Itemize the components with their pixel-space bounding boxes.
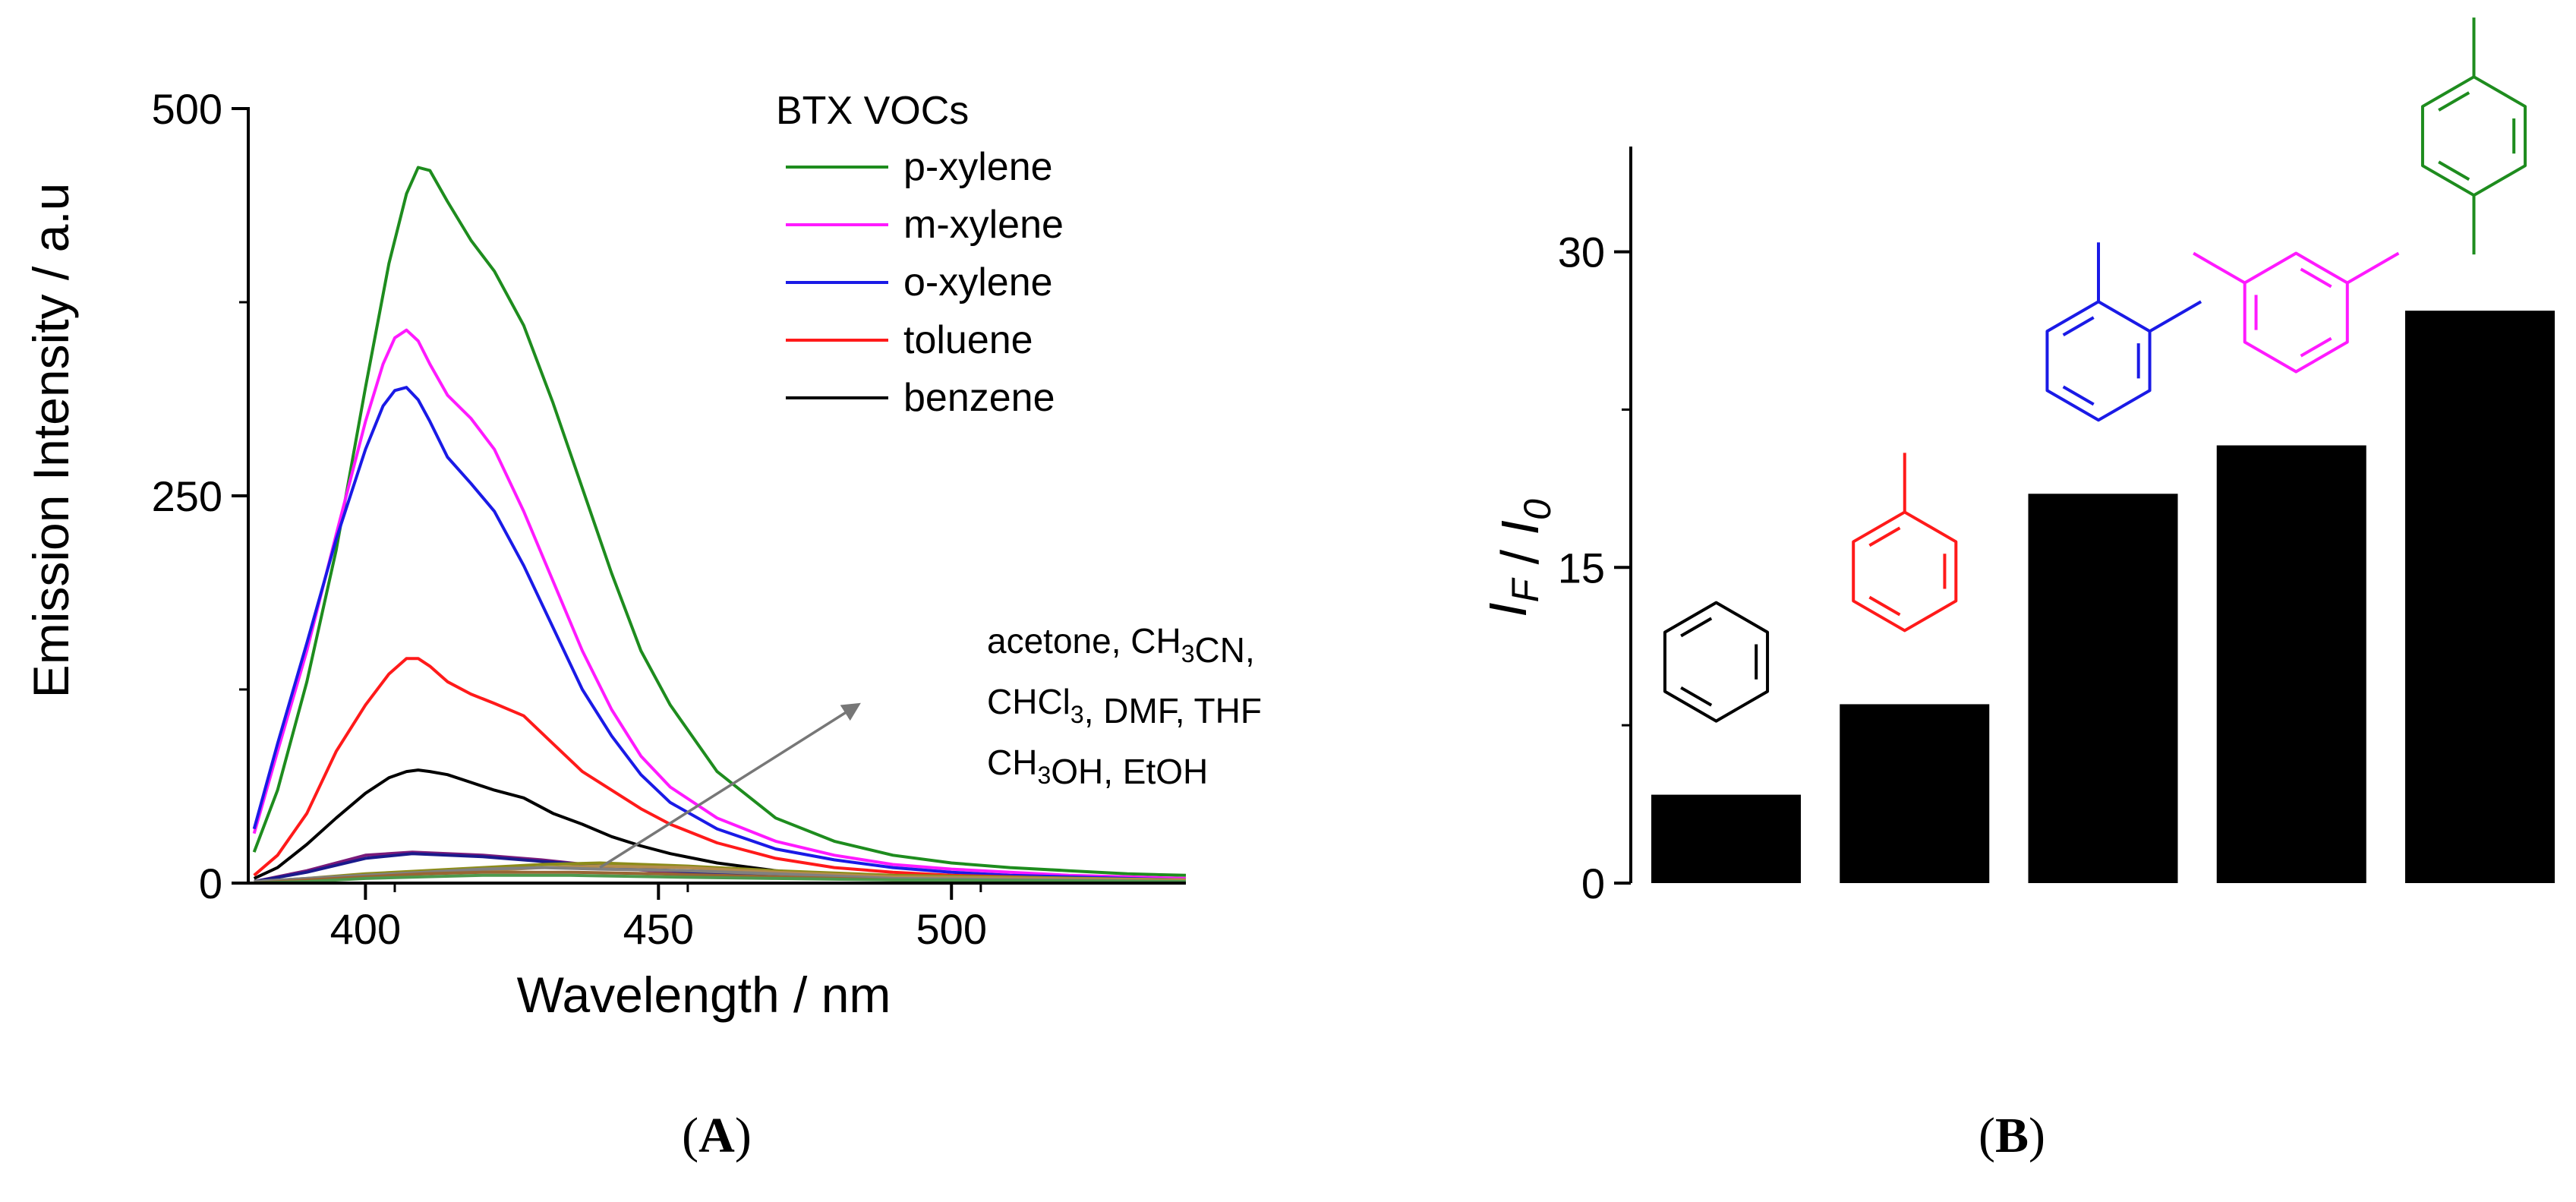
- caption-b-letter: B: [1995, 1108, 2029, 1163]
- spectra-curves: [252, 166, 1187, 885]
- ylabel-part: F: [1504, 577, 1547, 602]
- legend-label-benzene: benzene: [903, 376, 1055, 420]
- bar-benzene: [1651, 794, 1801, 883]
- ring: [2420, 75, 2527, 197]
- annotation-line-1: acetone, CH3CN,: [987, 621, 1255, 670]
- subscript: 3: [1181, 640, 1195, 667]
- text-run: , DMF, THF: [1084, 691, 1262, 730]
- ylabel-part: I: [1490, 520, 1550, 535]
- structure-o-xylene: [2045, 242, 2202, 422]
- double-bond: [2062, 316, 2095, 336]
- bar-m-xylene: [2216, 445, 2366, 883]
- legend-label-m-xylene: m-xylene: [903, 203, 1064, 247]
- bar-o-xylene: [2028, 494, 2178, 883]
- ring: [1663, 601, 1770, 723]
- y-axis-label: Emission Intensity / a.u: [23, 183, 79, 699]
- structure-p-xylene: [2420, 17, 2527, 255]
- subscript: 3: [1037, 762, 1051, 789]
- double-bond: [1868, 595, 1901, 617]
- x-tick-label-450: 450: [623, 905, 694, 953]
- curve-p-xylene: [252, 166, 1187, 877]
- double-bond: [1680, 617, 1713, 638]
- bar-p-xylene: [2405, 311, 2555, 884]
- double-bond: [2438, 91, 2470, 112]
- panel-a-chart: 400 450 500 0 250 500 BTX VOCs p-xylene m-xylen…: [23, 85, 1262, 1023]
- legend-label-o-xylene: o-xylene: [903, 260, 1053, 304]
- caption-b: (B): [1979, 1108, 2045, 1163]
- x-tick-label-400: 400: [330, 905, 401, 953]
- double-bond: [1680, 686, 1713, 707]
- ylabel-part: 0: [1516, 499, 1559, 520]
- text-run: OH, EtOH: [1051, 752, 1208, 791]
- caption-a-letter: A: [698, 1108, 735, 1163]
- y-tick-label-b-0: 0: [1581, 860, 1605, 907]
- y-tick-label-b-30: 30: [1558, 229, 1605, 276]
- curve-m-xylene: [252, 328, 1187, 880]
- text-run: CHCl: [987, 682, 1070, 721]
- double-bond: [2300, 336, 2332, 358]
- structure-m-xylene: [2193, 251, 2400, 374]
- double-bond: [2062, 385, 2095, 406]
- ring: [2045, 300, 2152, 422]
- ylabel-part: I: [1478, 602, 1537, 617]
- structure-benzene: [1663, 601, 1770, 723]
- legend-label-toluene: toluene: [903, 318, 1033, 362]
- curve-etoh: [254, 873, 1187, 885]
- molecule-structures: [1663, 17, 2527, 723]
- double-bond: [1868, 526, 1901, 547]
- methyl-bond: [2149, 300, 2202, 333]
- curve-o-xylene: [252, 386, 1187, 882]
- text-run: CH: [987, 743, 1037, 782]
- ylabel-part: /: [1490, 535, 1550, 579]
- ring: [2243, 251, 2349, 374]
- legend-title: BTX VOCs: [776, 89, 969, 133]
- structure-toluene: [1852, 453, 1958, 633]
- legend-label-p-xylene: p-xylene: [903, 145, 1053, 189]
- ring: [1852, 510, 1958, 633]
- y-tick-label-b-15: 15: [1558, 544, 1605, 592]
- y-axis-label-b: IF / I0: [1478, 499, 1559, 617]
- double-bond: [2300, 267, 2332, 289]
- text-run: CN,: [1195, 630, 1255, 670]
- annotation-line-2: CHCl3, DMF, THF: [987, 682, 1262, 730]
- panel-b-ticks: 0 15 30: [1558, 229, 1631, 907]
- y-tick-label-500: 500: [152, 85, 222, 133]
- legend: BTX VOCs p-xylene m-xylene o-xylene toluene b…: [776, 89, 1064, 420]
- text-run: acetone, CH: [987, 621, 1181, 661]
- y-tick-label-0: 0: [199, 860, 222, 907]
- caption-a: (A): [682, 1108, 752, 1163]
- subscript: 3: [1070, 701, 1084, 728]
- methyl-bond: [2346, 251, 2400, 285]
- y-tick-label-250: 250: [152, 472, 222, 520]
- methyl-bond: [2193, 251, 2246, 285]
- x-axis-label: Wavelength / nm: [517, 967, 891, 1023]
- annotation-arrow: [599, 702, 861, 869]
- x-tick-label-500: 500: [916, 905, 987, 953]
- double-bond: [2438, 160, 2470, 181]
- curve-toluene: [253, 657, 1186, 882]
- bar-toluene: [1840, 704, 1990, 883]
- annotation-line-3: CH3OH, EtOH: [987, 743, 1208, 791]
- panel-a-ticks: 400 450 500 0 250 500: [152, 85, 987, 953]
- bars: [1651, 311, 2555, 884]
